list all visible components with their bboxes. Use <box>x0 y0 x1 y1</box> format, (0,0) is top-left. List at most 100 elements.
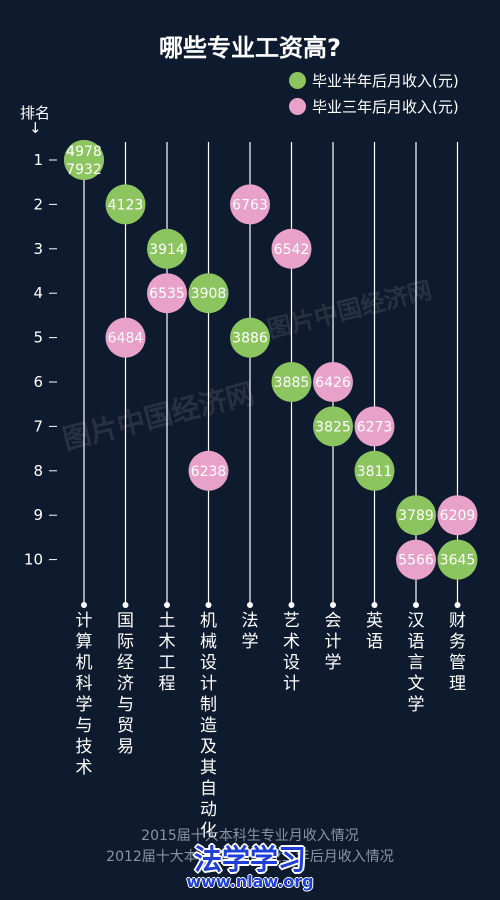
three-year-value-label: 6535 <box>149 286 185 302</box>
y-tick-label: 10 <box>24 551 43 569</box>
category-label-char: 工 <box>159 653 176 673</box>
half-year-point <box>437 539 478 580</box>
half-year-value-label: 3645 <box>440 553 476 569</box>
category-label-char: 法 <box>242 611 259 631</box>
half-year-point <box>64 140 104 180</box>
category-label-char: 国 <box>117 611 134 631</box>
major-columns: 计算机科学与技术国际经济与贸易土木工程机械设计制造及其自动化法学艺术设计会计学英… <box>76 142 466 841</box>
footer-line-1: 2015届十大本科生专业月收入情况 <box>141 828 359 844</box>
three-year-value-label: 6238 <box>191 464 227 480</box>
legend-three-year-dot-icon <box>289 98 306 115</box>
y-axis-ticks: 1 2 3 4 5 6 7 8 9 10 <box>24 151 57 569</box>
three-year-point <box>147 273 187 314</box>
category-label-char: 技 <box>76 737 93 757</box>
three-year-value-label: 6273 <box>357 419 393 435</box>
three-year-value-label: 6209 <box>440 508 476 524</box>
category-label-char: 学 <box>325 653 342 673</box>
three-year-point <box>230 184 270 225</box>
y-tick-label: 7 <box>33 417 43 435</box>
data-points: 7932 6763 6542 6535 6484 6426 6273 6238 6209 5566… <box>64 140 478 580</box>
category-label-char: 土 <box>159 611 176 631</box>
category-column-end-dot <box>81 602 87 608</box>
category-label-char: 学 <box>76 695 93 715</box>
footer-line-2: 2012届十大本科生专业毕业三年后月收入情况 <box>106 849 394 865</box>
three-year-point <box>271 228 312 269</box>
legend-item-half-year: 毕业半年后月收入(元) <box>289 70 459 91</box>
category-label-char: 文 <box>408 674 425 694</box>
category-label-char: 自 <box>200 779 217 799</box>
y-tick-label: 3 <box>33 240 43 258</box>
category-label-char: 经 <box>117 653 134 673</box>
category-label-char: 计 <box>283 674 300 694</box>
legend-half-year-dot-icon <box>289 72 306 89</box>
category-label-char: 计 <box>325 632 342 652</box>
y-tick-label: 9 <box>33 506 43 524</box>
category-column-end-dot <box>205 602 212 608</box>
site-watermark-url: www.nlaw.org <box>186 872 314 891</box>
y-tick-label: 1 <box>33 151 43 169</box>
site-watermark-name: 法学学习 <box>193 843 306 876</box>
half-year-value-label: 4978 <box>66 144 102 160</box>
category-label-char: 管 <box>449 653 466 673</box>
half-year-value-label: 3886 <box>232 331 268 347</box>
category-label-char: 械 <box>200 632 217 652</box>
category-label-char: 设 <box>200 653 217 673</box>
three-year-value-label: 5566 <box>398 553 434 569</box>
three-year-point <box>188 450 229 491</box>
category-column-end-dot <box>371 602 378 608</box>
three-year-value-label: 6484 <box>108 331 144 347</box>
half-year-value-label: 3885 <box>274 375 310 391</box>
category-label-char: 艺 <box>283 611 300 631</box>
category-label-char: 语 <box>408 632 425 652</box>
category-label-char: 汉 <box>408 611 425 631</box>
half-year-point <box>147 228 187 269</box>
category-label-char: 与 <box>76 716 93 736</box>
category-label-char: 学 <box>242 632 259 652</box>
category-label-char: 科 <box>76 674 93 694</box>
half-year-value-label: 3914 <box>149 242 185 258</box>
category-column-end-dot <box>122 602 129 608</box>
category-label-char: 英 <box>366 611 383 631</box>
half-year-value-label: 3825 <box>315 419 351 435</box>
y-tick-label: 6 <box>33 373 43 391</box>
three-year-point <box>354 406 395 447</box>
category-column-end-dot <box>164 602 170 608</box>
category-label-char: 计 <box>200 674 217 694</box>
legend-half-year-label: 毕业半年后月收入(元) <box>312 72 459 90</box>
three-year-value-label: 6542 <box>274 242 310 258</box>
half-year-point <box>313 406 353 447</box>
half-year-value-label: 4123 <box>108 197 144 213</box>
category-column-end-dot <box>330 602 336 608</box>
category-label-char: 务 <box>449 632 466 652</box>
category-label-char: 学 <box>408 695 425 715</box>
category-label-char: 程 <box>159 674 176 694</box>
legend-three-year-label: 毕业三年后月收入(元) <box>312 98 459 116</box>
category-label-char: 术 <box>76 758 93 778</box>
half-year-point <box>354 450 395 491</box>
three-year-point <box>437 495 478 536</box>
three-year-point <box>396 539 436 580</box>
category-label-char: 其 <box>200 758 217 778</box>
chart-title: 哪些专业工资高? <box>159 34 341 62</box>
category-label-char: 易 <box>117 737 134 757</box>
y-tick-label: 8 <box>33 462 43 480</box>
category-label-char: 动 <box>200 800 217 820</box>
category-column-end-dot <box>454 602 461 608</box>
down-arrow-icon: ↓ <box>29 119 42 137</box>
category-column-end-dot <box>413 602 419 608</box>
category-label-char: 理 <box>449 674 466 694</box>
category-label-char: 会 <box>325 611 342 631</box>
category-label-char: 造 <box>200 716 217 736</box>
category-label-char: 财 <box>449 611 466 631</box>
rank-axis-title: 排名 <box>20 104 51 122</box>
y-tick-label: 4 <box>33 284 43 302</box>
half-year-point <box>396 495 436 536</box>
legend-item-three-year: 毕业三年后月收入(元) <box>289 96 459 117</box>
category-label-char: 际 <box>117 632 134 652</box>
three-year-point <box>313 362 353 402</box>
y-tick-label: 5 <box>33 329 43 347</box>
three-year-point <box>105 317 146 358</box>
category-label-char: 计 <box>76 611 93 631</box>
category-label-char: 算 <box>76 632 93 652</box>
